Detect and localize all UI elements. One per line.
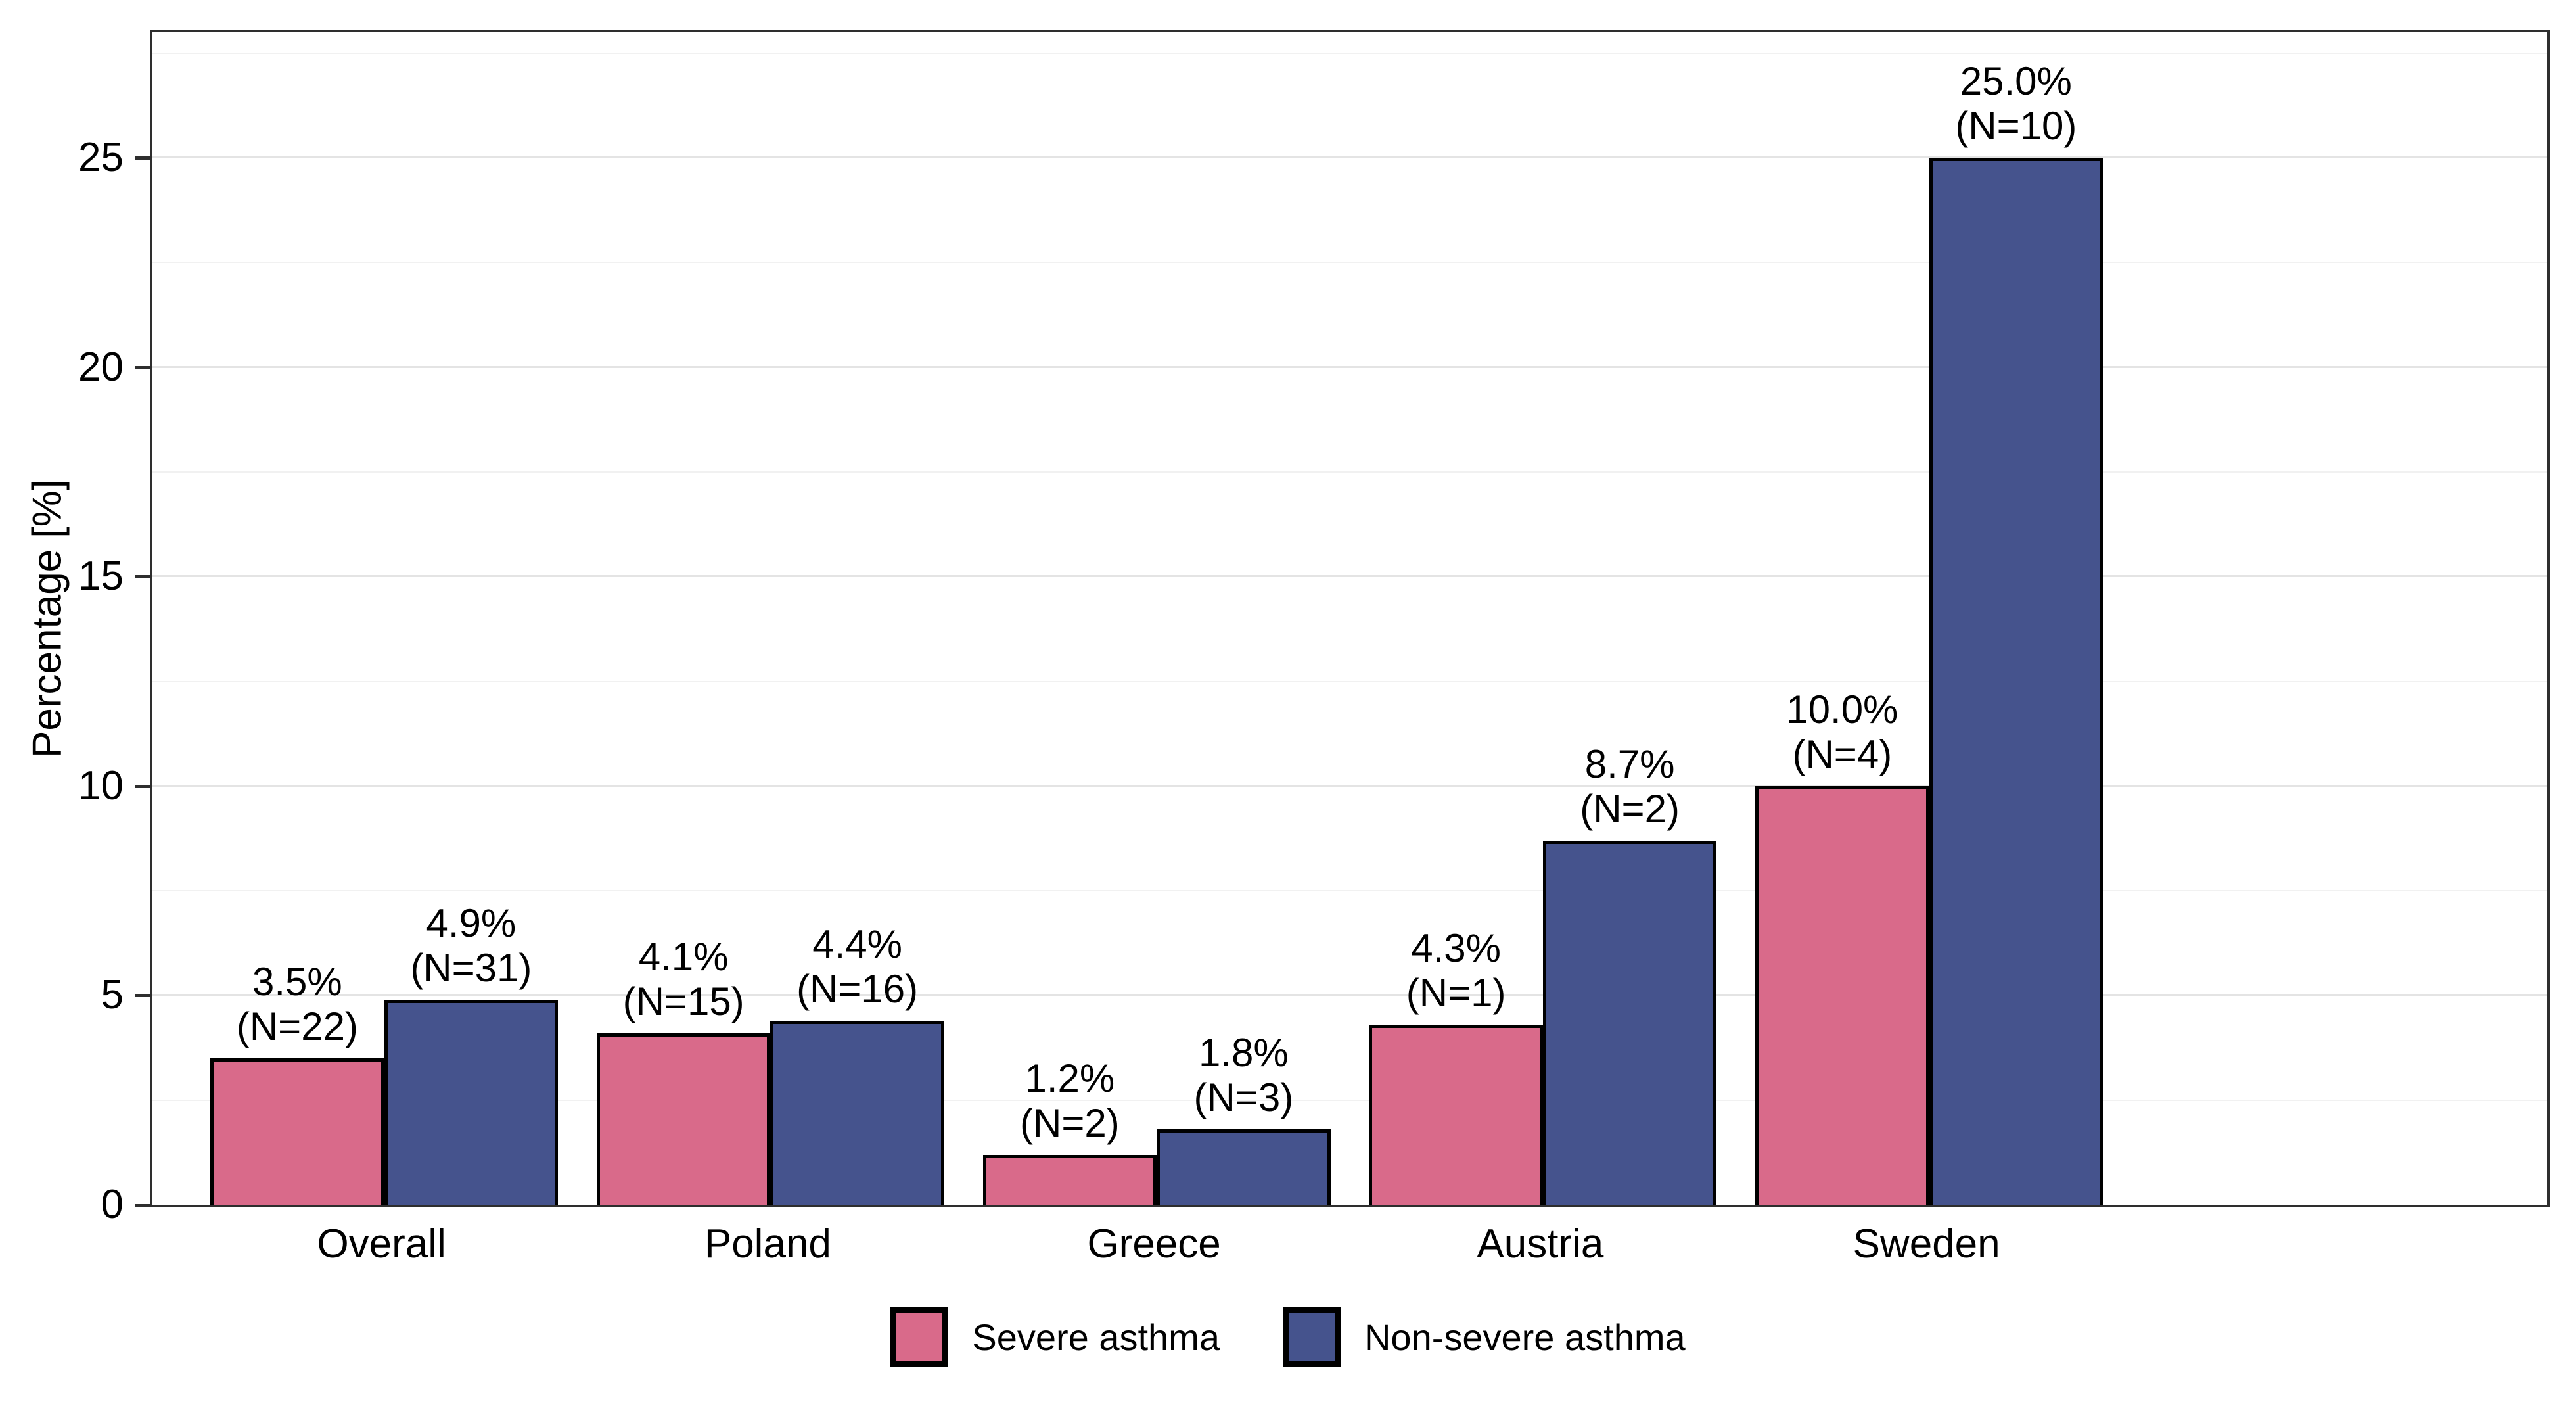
- bar-percent-label: 4.1%: [638, 934, 729, 979]
- bar: [1369, 1025, 1543, 1205]
- y-tick-mark: [135, 784, 150, 788]
- bar-n-label: (N=1): [1406, 971, 1506, 1016]
- bar-label: 4.3% (N=1): [1253, 926, 1660, 1016]
- bar-percent-label: 1.2%: [1024, 1056, 1115, 1100]
- gridline-major: [152, 575, 2547, 578]
- bar-label: 1.8% (N=3): [1040, 1031, 1447, 1120]
- bar: [210, 1058, 384, 1205]
- bar-label: 4.1% (N=15): [480, 935, 887, 1024]
- bar: [982, 1154, 1157, 1205]
- bar-percent-label: 1.8%: [1198, 1031, 1289, 1075]
- y-axis-title: Percentage [%]: [24, 479, 70, 758]
- bar-percent-label: 4.9%: [426, 901, 517, 945]
- bar-label: 1.2% (N=2): [866, 1056, 1274, 1146]
- bar-label: 4.9% (N=31): [267, 901, 675, 991]
- bar: [1929, 158, 2104, 1205]
- bar: [384, 999, 559, 1205]
- bar-n-label: (N=22): [236, 1004, 358, 1048]
- bar-n-label: (N=10): [1955, 104, 2077, 149]
- gridline-major: [152, 994, 2547, 996]
- legend-label: Non-severe asthma: [1364, 1316, 1686, 1358]
- y-tick-label: 5: [101, 972, 124, 1018]
- gridline-minor: [152, 471, 2547, 473]
- bar: [1542, 840, 1717, 1205]
- gridline-minor: [152, 262, 2547, 264]
- bar-percent-label: 4.3%: [1411, 926, 1501, 971]
- gridline-minor: [152, 52, 2547, 54]
- bar-n-label: (N=3): [1193, 1075, 1294, 1120]
- bar-n-label: (N=2): [1020, 1100, 1120, 1145]
- bar-percent-label: 3.5%: [252, 960, 342, 1004]
- x-category-label: Sweden: [1852, 1221, 2000, 1267]
- bar-label: 25.0% (N=10): [1812, 59, 2220, 149]
- legend-label: Severe asthma: [972, 1316, 1220, 1358]
- gridline-major: [152, 784, 2547, 787]
- y-tick-mark: [135, 156, 150, 160]
- bar-n-label: (N=16): [796, 966, 919, 1011]
- gridline-minor: [152, 1099, 2547, 1101]
- bar-label: 3.5% (N=22): [93, 960, 501, 1049]
- x-category-label: Overall: [317, 1221, 446, 1267]
- x-category-label: Poland: [704, 1221, 831, 1267]
- bar-label: 4.4% (N=16): [654, 922, 1061, 1012]
- bar: [770, 1020, 944, 1205]
- y-tick-label: 0: [101, 1182, 124, 1227]
- plot-panel: 3.5% (N=22) 4.1% (N=15) 1.2% (N=2) 4.3% (N=1) 10…: [150, 30, 2550, 1207]
- legend-swatch: [1282, 1307, 1341, 1367]
- y-tick-mark: [135, 365, 150, 369]
- gridline-major: [152, 365, 2547, 368]
- bar: [1755, 785, 1929, 1205]
- x-category-label: Austria: [1477, 1221, 1604, 1267]
- bar-label: 8.7% (N=2): [1426, 742, 1833, 832]
- legend-item: Severe asthma: [890, 1307, 1220, 1367]
- bar-n-label: (N=31): [410, 945, 532, 990]
- bar-n-label: (N=4): [1792, 732, 1893, 776]
- bar-n-label: (N=2): [1580, 786, 1680, 831]
- legend-swatch: [890, 1307, 949, 1367]
- y-tick-mark: [135, 994, 150, 998]
- y-tick-label: 20: [78, 344, 124, 390]
- gridline-minor: [152, 680, 2547, 682]
- y-tick-mark: [135, 1204, 150, 1207]
- y-tick-label: 25: [78, 135, 124, 181]
- y-tick-label: 10: [78, 762, 124, 808]
- y-tick-label: 15: [78, 553, 124, 599]
- bar-percent-label: 10.0%: [1786, 687, 1898, 732]
- y-tick-mark: [135, 575, 150, 579]
- legend: Severe asthma Non-severe asthma: [0, 1307, 2576, 1367]
- bar-percent-label: 4.4%: [812, 922, 902, 966]
- bar-percent-label: 8.7%: [1584, 741, 1675, 786]
- gridline-major: [152, 156, 2547, 159]
- bar-n-label: (N=15): [622, 979, 745, 1023]
- bar-label: 10.0% (N=4): [1638, 688, 2046, 777]
- gridline-minor: [152, 890, 2547, 892]
- x-category-label: Greece: [1087, 1221, 1221, 1267]
- bar-percent-label: 25.0%: [1960, 59, 2072, 104]
- bar: [596, 1033, 771, 1205]
- bar: [1157, 1129, 1331, 1205]
- legend-item: Non-severe asthma: [1282, 1307, 1686, 1367]
